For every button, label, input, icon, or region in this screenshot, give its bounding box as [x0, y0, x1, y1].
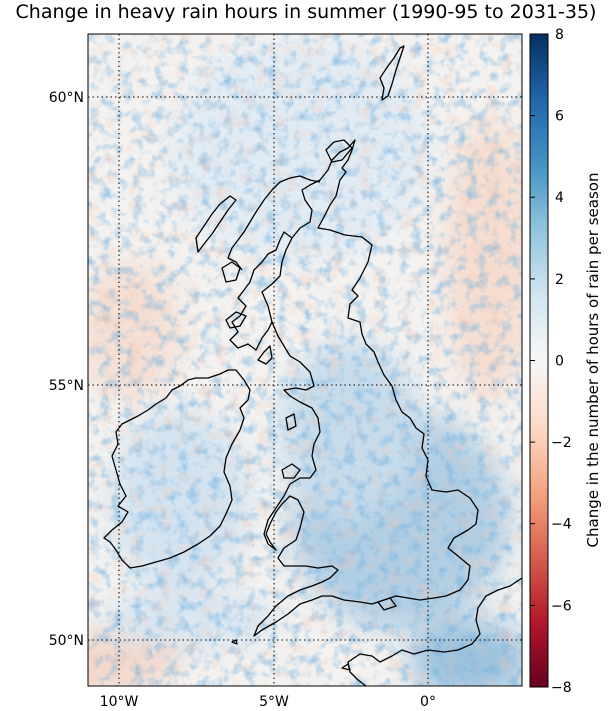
colorbar-tick-label: −2: [551, 435, 572, 451]
coastline-outer-hebrides: [195, 195, 237, 253]
colorbar-label: Change in the number of hours of rain pe…: [584, 173, 602, 548]
coastline-isles-of-scilly: [231, 639, 238, 645]
colorbar-tick-label: 0: [555, 354, 564, 370]
lat-label-55: 55°N: [49, 378, 84, 394]
coastline-skye: [221, 261, 241, 283]
colorbar-tick-label: 8: [555, 27, 564, 43]
coastline-anglesey: [281, 463, 301, 479]
coastline-orkney: [325, 139, 353, 163]
map-area: [88, 34, 522, 686]
colorbar-tick-label: −4: [551, 517, 572, 533]
coastline-scotland-west: [229, 231, 293, 351]
colorbar-tick-label: −8: [551, 680, 572, 696]
gridlines: [88, 34, 522, 686]
colorbar-tick-label: 2: [555, 272, 564, 288]
coastline-channel-islands: [341, 663, 351, 671]
lon-labels: 10°W 5°W 0°: [100, 694, 436, 710]
coastline-islay-jura: [257, 345, 273, 365]
map-frame: [87, 33, 523, 687]
field-noise-red: [88, 34, 522, 686]
colorbar-tick-label: 4: [555, 190, 564, 206]
colorbar-ticks: [530, 33, 535, 688]
coastline-france: [347, 577, 522, 686]
lat-label-60: 60°N: [49, 90, 84, 106]
coastline-mull: [225, 311, 247, 329]
map-title: Change in heavy rain hours in summer (19…: [15, 1, 597, 23]
coastline-isle-of-wight: [377, 597, 397, 611]
lon-label-5w: 5°W: [259, 694, 289, 710]
colorbar: 8 6 4 2 0 −2 −4 −6 −8 Change in the numb…: [529, 27, 602, 696]
coastline-great-britain: [253, 139, 479, 637]
colorbar-tick-label: 6: [555, 109, 564, 125]
coastline-ireland: [103, 369, 251, 569]
coastline-shetland: [379, 45, 405, 101]
coastlines: [103, 45, 522, 686]
colorbar-tick-labels: 8 6 4 2 0 −2 −4 −6 −8: [551, 27, 572, 696]
lat-labels: 60°N 55°N 50°N: [49, 90, 84, 649]
lon-label-0: 0°: [420, 694, 436, 710]
colorbar-tick-label: −6: [551, 598, 572, 614]
coastline-isle-of-man: [285, 413, 297, 431]
lat-label-50: 50°N: [49, 633, 84, 649]
lon-label-10w: 10°W: [100, 694, 139, 710]
coastline-scotland-north: [227, 175, 321, 271]
